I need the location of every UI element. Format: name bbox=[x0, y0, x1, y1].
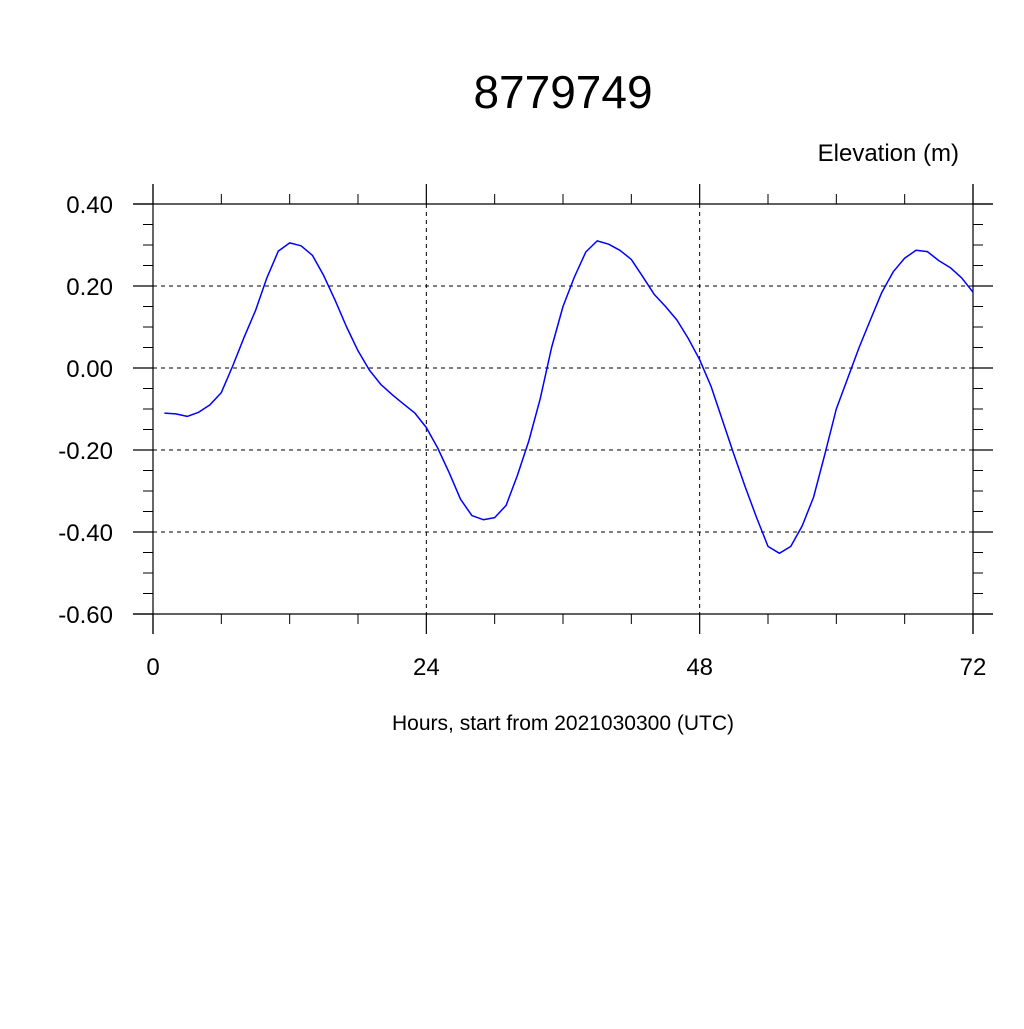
chart-title: 8779749 bbox=[473, 66, 652, 118]
y-tick-label: -0.40 bbox=[58, 520, 113, 547]
x-tick-label: 48 bbox=[686, 654, 713, 681]
y-tick-label: -0.60 bbox=[58, 602, 113, 629]
grid-layer bbox=[153, 204, 973, 614]
y-tick-label: 0.20 bbox=[66, 274, 113, 301]
tick-labels-layer: 0.40 0.20 0.00 -0.20 -0.40 -0.60 0 24 48 72 bbox=[58, 192, 986, 681]
axes-layer bbox=[133, 184, 993, 634]
y-tick-label: 0.40 bbox=[66, 192, 113, 219]
series-layer bbox=[164, 240, 974, 555]
ticks-layer bbox=[133, 184, 993, 634]
x-tick-label: 72 bbox=[960, 654, 987, 681]
x-axis-label: Hours, start from 2021030300 (UTC) bbox=[392, 712, 734, 735]
x-tick-label: 0 bbox=[146, 654, 159, 681]
y-axis-unit-label: Elevation (m) bbox=[818, 140, 959, 167]
elevation-series-line bbox=[164, 240, 974, 555]
x-tick-label: 24 bbox=[413, 654, 440, 681]
y-tick-label: 0.00 bbox=[66, 356, 113, 383]
y-tick-label: -0.20 bbox=[58, 438, 113, 465]
